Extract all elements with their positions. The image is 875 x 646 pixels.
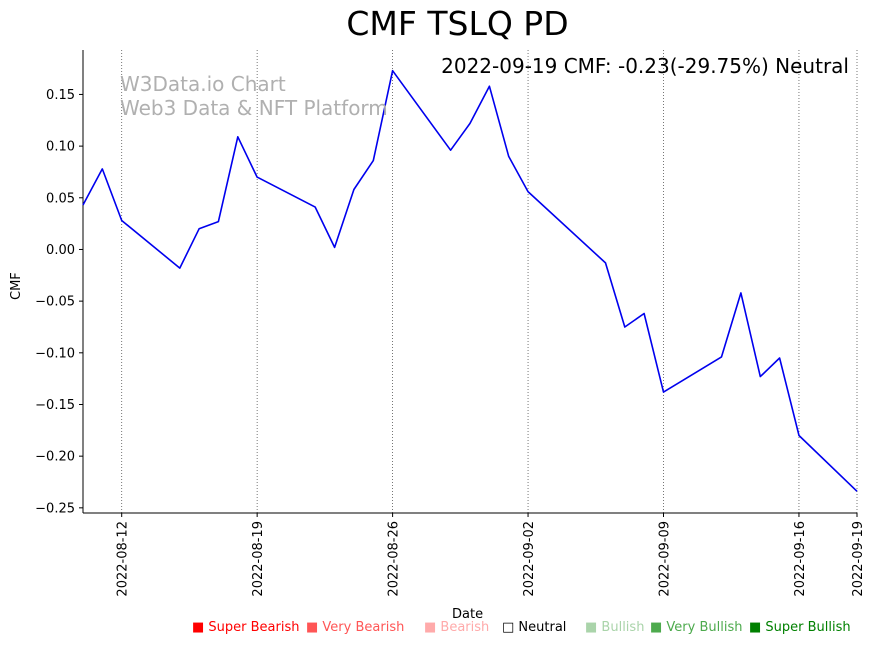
y-tick-label: −0.05 <box>35 295 75 310</box>
legend-label: Very Bearish <box>322 620 405 635</box>
cmf-data-point <box>179 267 181 269</box>
cmf-data-point <box>721 356 723 358</box>
cmf-data-point <box>663 391 665 393</box>
cmf-data-point <box>372 160 374 162</box>
cmf-data-point <box>314 206 316 208</box>
cmf-data-point <box>856 490 858 492</box>
legend-item-very-bearish: ■ Very Bearish <box>306 620 404 635</box>
legend-swatch: ■ <box>749 620 766 635</box>
y-axis-label: CMF <box>9 272 24 300</box>
x-tick-label: 2022-09-02 <box>522 521 537 597</box>
cmf-data-point <box>779 357 781 359</box>
legend-label: Super Bullish <box>765 620 851 635</box>
x-tick-label: 2022-08-26 <box>387 521 402 597</box>
cmf-data-point <box>237 136 239 138</box>
legend-label: Super Bearish <box>208 620 300 635</box>
x-tick-label: 2022-09-19 <box>851 521 866 597</box>
cmf-status-annotation: 2022-09-19 CMF: -0.23(-29.75%) Neutral <box>441 54 849 78</box>
cmf-data-point <box>508 156 510 158</box>
legend-item-super-bullish: ■ Super Bullish <box>749 620 851 635</box>
x-tick-label: 2022-08-12 <box>116 521 131 597</box>
legend-swatch: ■ <box>192 620 209 635</box>
legend-label: Very Bullish <box>666 620 743 635</box>
cmf-series-line <box>82 69 858 492</box>
cmf-data-point <box>643 313 645 315</box>
cmf-data-point <box>798 435 800 437</box>
legend-swatch: ■ <box>650 620 667 635</box>
legend-item-super-bearish: ■ Super Bearish <box>192 620 300 635</box>
legend-label: Bearish <box>440 620 490 635</box>
legend-swatch: ■ <box>424 620 441 635</box>
x-tick-label: 2022-08-19 <box>251 521 266 597</box>
cmf-data-point <box>392 70 394 72</box>
cmf-data-point <box>198 228 200 230</box>
cmf-data-point <box>605 262 607 264</box>
cmf-data-point <box>256 176 258 178</box>
cmf-data-point <box>102 168 104 170</box>
y-tick-label: 0.00 <box>46 243 75 258</box>
y-tick-label: −0.10 <box>35 346 75 361</box>
cmf-data-point <box>527 191 529 193</box>
cmf-data-point <box>121 220 123 222</box>
cmf-data-point <box>469 123 471 125</box>
y-tick-label: −0.15 <box>35 398 75 413</box>
legend-item-bearish: ■ Bearish <box>424 620 489 635</box>
cmf-data-point <box>489 85 491 87</box>
cmf-data-point <box>353 189 355 191</box>
y-tick-label: 0.15 <box>46 88 75 103</box>
x-axis-label: Date <box>452 607 484 622</box>
y-tick-label: −0.25 <box>35 501 75 516</box>
cmf-data-point <box>450 149 452 151</box>
y-tick-label: −0.20 <box>35 450 75 465</box>
cmf-data-point <box>624 326 626 328</box>
cmf-data-point <box>218 221 220 223</box>
y-tick-label: 0.05 <box>46 191 75 206</box>
cmf-data-point <box>334 247 336 249</box>
watermark-line-2: Web3 Data & NFT Platform <box>120 96 388 120</box>
chart-title: CMF TSLQ PD <box>346 4 569 43</box>
cmf-data-point <box>740 292 742 294</box>
legend-item-very-bullish: ■ Very Bullish <box>650 620 742 635</box>
x-tick-label: 2022-09-09 <box>658 521 673 597</box>
legend-swatch: □ <box>502 620 519 635</box>
y-tick-label: 0.10 <box>46 140 75 155</box>
legend-item-bullish: ■ Bullish <box>585 620 644 635</box>
cmf-data-point <box>759 376 761 378</box>
watermark-line-1: W3Data.io Chart <box>120 72 286 96</box>
legend-swatch: ■ <box>306 620 323 635</box>
legend-label: Neutral <box>518 620 567 635</box>
cmf-data-point <box>82 204 84 206</box>
x-tick-label: 2022-09-16 <box>793 521 808 597</box>
legend-label: Bullish <box>601 620 645 635</box>
legend-swatch: ■ <box>585 620 602 635</box>
legend-item-neutral: □ Neutral <box>502 620 566 635</box>
